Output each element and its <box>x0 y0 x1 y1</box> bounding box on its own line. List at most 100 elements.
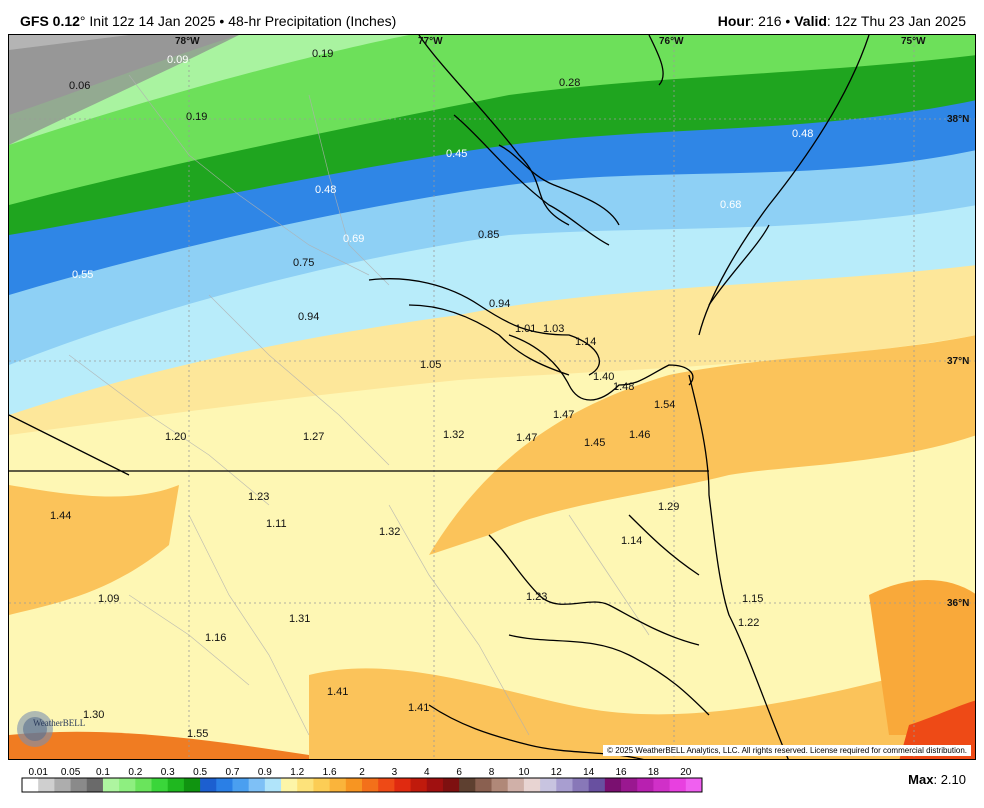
colorbar-swatch <box>540 778 557 792</box>
band-orange-swath <box>429 335 975 555</box>
product-name: 48-hr Precipitation (Inches) <box>228 13 397 29</box>
degree-sign: ° <box>79 13 86 29</box>
colorbar-tick-label: 0.1 <box>96 767 110 778</box>
valid-value: : 12z Thu 23 Jan 2025 <box>826 13 966 29</box>
colorbar-svg: 0.01 0.05 0.1 0.2 0.3 0.5 0.7 0.9 1.2 1.6 2 3 4 6 8 10 1… <box>21 767 703 793</box>
colorbar-swatch <box>232 778 250 792</box>
precip-value-label: 1.29 <box>658 501 679 513</box>
precip-value-label: 0.69 <box>343 233 364 245</box>
colorbar-swatch <box>604 778 622 792</box>
colorbar-border <box>21 777 703 793</box>
precip-value-label: 1.47 <box>516 432 537 444</box>
precip-value-label: 0.75 <box>293 257 314 269</box>
precip-value-label: 1.16 <box>205 632 226 644</box>
colorbar-swatch <box>183 778 201 792</box>
coord-37n: 37°N <box>947 356 969 367</box>
colorbar-tick-label: 1.2 <box>290 767 304 778</box>
precip-value-label: 1.54 <box>654 399 675 411</box>
precip-value-label: 1.20 <box>165 431 186 443</box>
band-mid-green <box>9 35 975 205</box>
colorbar-tick-label: 20 <box>680 767 692 778</box>
colorbar-swatch <box>442 778 460 792</box>
max-label-text: Max <box>908 772 934 787</box>
model-name: GFS 0.12 <box>20 13 80 29</box>
colorbar-tick-label: 16 <box>615 767 627 778</box>
coord-77w: 77°W <box>418 36 443 47</box>
precip-value-label: 1.01 <box>515 323 536 335</box>
band-dark-orange-sw <box>9 731 309 759</box>
valid-label: Valid <box>794 13 827 29</box>
logo-text: WeatherBELL <box>33 718 85 728</box>
colorbar-tick-label: 0.9 <box>258 767 272 778</box>
colorbar-swatch <box>264 778 282 792</box>
precip-value-label: 1.23 <box>526 591 547 603</box>
colorbar-swatch <box>653 778 671 792</box>
band-dark-gray <box>9 35 239 145</box>
colorbar-tick-label: 0.05 <box>61 767 81 778</box>
precip-value-label: 0.06 <box>69 80 90 92</box>
colorbar-swatch <box>54 778 72 792</box>
bullet: • <box>781 13 795 29</box>
colorbar-swatch <box>669 778 687 792</box>
precip-value-label: 1.55 <box>187 728 208 740</box>
colorbar-swatch <box>329 778 347 792</box>
colorbar: 0.01 0.05 0.1 0.2 0.3 0.5 0.7 0.9 1.2 1.6 2 3 4 6 8 10 1… <box>21 765 703 793</box>
precip-value-label: 0.48 <box>792 128 813 140</box>
colorbar-tick-label: 18 <box>648 767 660 778</box>
colorbar-tick-label: 0.3 <box>161 767 175 778</box>
colorbar-swatch <box>378 778 395 792</box>
colorbar-tick-label: 2 <box>359 767 365 778</box>
precip-value-label: 0.55 <box>72 269 93 281</box>
colorbar-tick-label: 8 <box>489 767 495 778</box>
init-time: Init 12z 14 Jan 2025 <box>85 13 216 29</box>
colorbar-swatch <box>394 778 412 792</box>
weatherbell-logo: WeatherBELL <box>15 707 111 751</box>
colorbar-swatch <box>572 778 590 792</box>
colorbar-swatch <box>151 778 169 792</box>
precip-value-label: 1.14 <box>575 336 596 348</box>
colorbar-tick-label: 12 <box>551 767 563 778</box>
colorbar-swatch <box>459 778 476 792</box>
colorbar-tick-label: 14 <box>583 767 595 778</box>
colorbar-tick-label: 0.01 <box>28 767 48 778</box>
colorbar-swatch <box>507 778 525 792</box>
graticule <box>9 35 975 759</box>
max-value: : 2.10 <box>933 772 966 787</box>
colorbar-swatch <box>38 778 55 792</box>
colorbar-tick-label: 10 <box>518 767 530 778</box>
precip-value-label: 1.05 <box>420 359 441 371</box>
max-value-label: Max: 2.10 <box>908 772 966 787</box>
precip-value-label: 1.44 <box>50 510 71 522</box>
coastline <box>9 35 870 759</box>
colorbar-swatch <box>86 778 104 792</box>
colorbar-swatch <box>297 778 314 792</box>
copyright-notice: © 2025 WeatherBELL Analytics, LLC. All r… <box>603 745 971 756</box>
precip-value-label: 0.19 <box>312 48 333 60</box>
header: GFS 0.12° Init 12z 14 Jan 2025 • 48-hr P… <box>0 0 984 34</box>
colorbar-swatch <box>248 778 266 792</box>
logo-graphic: WeatherBELL <box>17 711 85 747</box>
colorbar-swatch <box>200 778 217 792</box>
colorbar-swatch <box>313 778 331 792</box>
band-orange-west <box>9 485 179 615</box>
precip-value-label: 0.19 <box>186 111 207 123</box>
precip-value-label: 1.22 <box>738 617 759 629</box>
precip-value-label: 1.45 <box>584 437 605 449</box>
precip-value-label: 1.03 <box>543 323 564 335</box>
colorbar-swatch <box>102 778 120 792</box>
colorbar-swatch <box>22 778 39 792</box>
county-lines <box>68 74 650 736</box>
precip-value-label: 1.40 <box>593 371 614 383</box>
colorbar-swatch <box>491 778 509 792</box>
bullet: • <box>215 13 229 29</box>
colorbar-swatch <box>556 778 573 792</box>
colorbar-swatch <box>523 778 541 792</box>
hour-label: Hour <box>717 13 751 29</box>
precip-value-label: 0.94 <box>298 311 319 323</box>
precip-value-label: 1.46 <box>629 429 650 441</box>
colorbar-swatch <box>70 778 88 792</box>
precip-value-label: 1.32 <box>443 429 464 441</box>
precip-value-label: 0.85 <box>478 229 499 241</box>
colorbar-tick-label: 1.6 <box>323 767 337 778</box>
precip-value-label: 0.45 <box>446 148 467 160</box>
